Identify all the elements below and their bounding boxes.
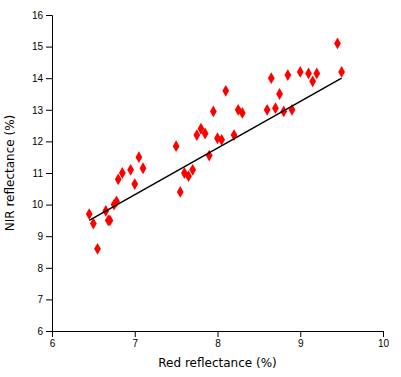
y-axis-tick: 15 — [32, 41, 52, 52]
y-axis-tick-mark — [46, 78, 52, 79]
y-axis-tick-label: 16 — [32, 10, 44, 21]
x-axis-tick: 8 — [215, 331, 221, 349]
y-axis-line — [46, 16, 53, 332]
y-axis-tick-label: 7 — [37, 294, 43, 305]
y-axis-tick-label: 10 — [32, 199, 44, 210]
y-axis-tick-mark — [46, 205, 52, 206]
x-axis-tick-mark — [383, 331, 384, 337]
y-axis-tick-label: 12 — [32, 136, 44, 147]
y-axis-tick: 10 — [32, 199, 52, 210]
y-axis-tick-mark — [46, 236, 52, 237]
scatter-point — [309, 75, 316, 87]
y-axis: 6 7 8 9 10 11 12 13 14 15 16 — [32, 10, 53, 337]
scatter-point — [264, 104, 271, 116]
x-axis-line — [53, 332, 384, 338]
scatter-point — [119, 167, 126, 179]
x-axis-tick: 9 — [298, 331, 304, 349]
trend-line — [89, 78, 341, 220]
y-axis-tick-mark — [46, 15, 52, 16]
x-axis-tick-mark — [300, 331, 301, 337]
chart: 6 7 8 9 10 6 7 8 9 10 11 12 13 14 15 16 Red reflectance … — [0, 0, 401, 377]
y-axis-title: NIR reflectance (%) — [3, 115, 17, 231]
y-axis-tick: 7 — [37, 294, 52, 305]
y-axis-tick-label: 6 — [37, 326, 43, 337]
scatter-point — [177, 186, 184, 198]
scatter-point — [272, 102, 279, 114]
y-axis-tick-mark — [46, 173, 52, 174]
x-axis-tick-label: 7 — [132, 338, 138, 349]
marks — [86, 38, 345, 255]
x-axis-tick: 7 — [132, 331, 138, 349]
scatter-point — [189, 164, 196, 176]
scatter-point — [131, 178, 138, 190]
x-axis-tick: 6 — [50, 331, 56, 349]
y-axis-tick-mark — [46, 141, 52, 142]
scatter-point — [107, 215, 114, 227]
x-axis-tick-label: 10 — [378, 338, 390, 349]
plot-area: 6 7 8 9 10 6 7 8 9 10 11 12 13 14 15 16 — [32, 10, 390, 349]
x-axis-title: Red reflectance (%) — [158, 356, 276, 370]
scatter-point — [313, 68, 320, 80]
scatter-point — [239, 107, 246, 119]
scatter-point — [305, 68, 312, 80]
scatter-point — [135, 151, 142, 163]
scatter-point — [334, 38, 341, 50]
y-axis-tick-mark — [46, 268, 52, 269]
x-axis-tick-mark — [218, 331, 219, 337]
scatter-point — [94, 243, 101, 255]
scatter-point — [222, 85, 229, 97]
x-axis-tick: 10 — [378, 331, 390, 349]
y-axis-tick: 8 — [37, 263, 52, 274]
scatter-point — [140, 162, 147, 174]
y-axis-tick-label: 14 — [32, 73, 44, 84]
y-axis-tick-mark — [46, 299, 52, 300]
x-axis-tick-label: 9 — [298, 338, 304, 349]
y-axis-tick: 12 — [32, 136, 52, 147]
y-axis-tick: 13 — [32, 105, 52, 116]
y-axis-tick: 16 — [32, 10, 52, 21]
y-axis-tick-mark — [46, 331, 52, 332]
scatter-point — [297, 66, 304, 78]
scatter-point — [268, 72, 275, 84]
y-axis-tick-label: 13 — [32, 105, 44, 116]
scatter-point — [210, 105, 217, 117]
scatter-point — [127, 164, 134, 176]
scatter-point — [202, 128, 209, 140]
scatter-point — [173, 140, 180, 152]
scatter-point — [338, 66, 345, 78]
y-axis-tick-label: 8 — [37, 263, 43, 274]
y-axis-tick: 6 — [37, 326, 52, 337]
y-axis-tick-label: 15 — [32, 41, 44, 52]
scatter-point — [284, 69, 291, 81]
y-axis-tick-label: 9 — [37, 231, 43, 242]
scatter-point — [276, 88, 283, 100]
x-axis: 6 7 8 9 10 — [50, 331, 390, 349]
y-axis-tick-mark — [46, 47, 52, 48]
y-axis-tick-label: 11 — [33, 168, 44, 179]
x-axis-tick-label: 8 — [215, 338, 221, 349]
y-axis-tick: 9 — [37, 231, 52, 242]
x-axis-tick-label: 6 — [50, 338, 56, 349]
y-axis-tick: 11 — [33, 168, 52, 179]
y-axis-tick-mark — [46, 110, 52, 111]
x-axis-tick-mark — [135, 331, 136, 337]
y-axis-tick: 14 — [32, 73, 52, 84]
